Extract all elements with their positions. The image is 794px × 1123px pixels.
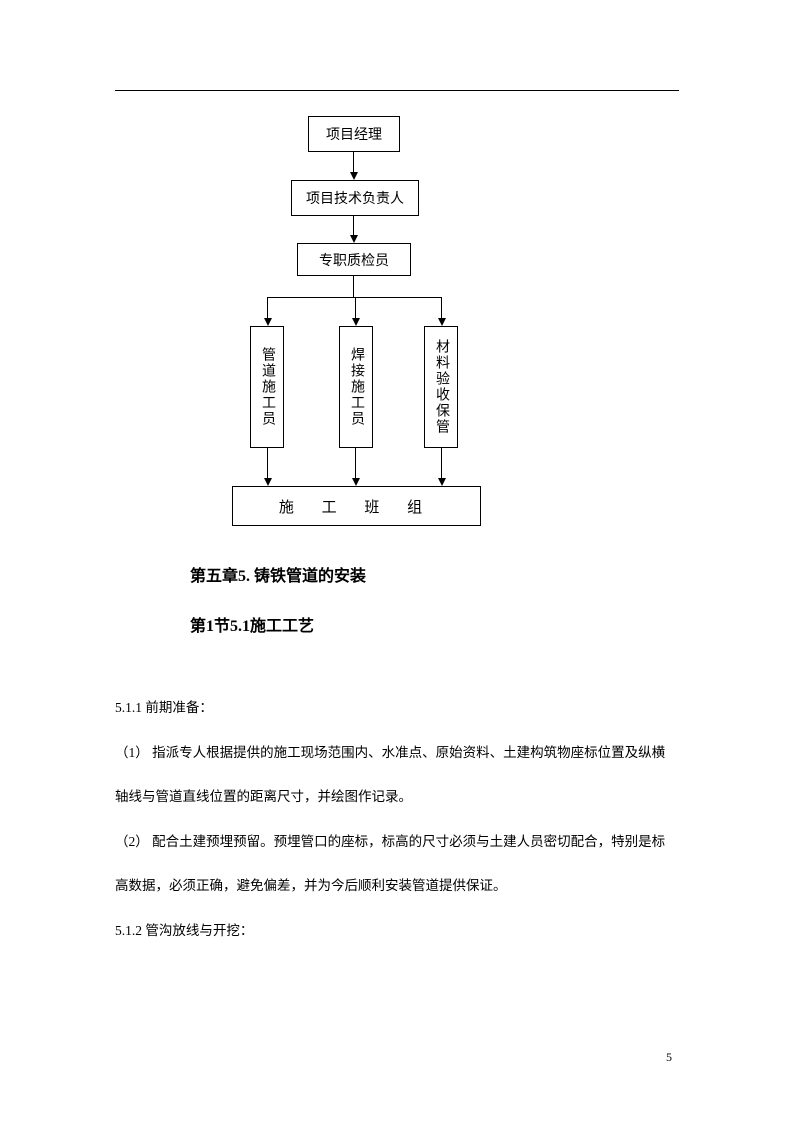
paragraph: （2） 配合土建预埋预留。预埋管口的座标，标高的尺寸必须与土建人员密切配合，特别…: [115, 820, 679, 865]
node-label: 项目经理: [326, 124, 382, 144]
paragraph: （1） 指派专人根据提供的施工现场范围内、水准点、原始资料、土建构筑物座标位置及…: [115, 731, 679, 776]
arrow-head: [350, 235, 358, 243]
node-label: 材料验收保管: [431, 339, 451, 435]
top-rule: [115, 90, 679, 91]
node-label: 焊接施工员: [346, 347, 366, 427]
chapter-heading: 第五章5. 铸铁管道的安装: [190, 562, 679, 586]
section-heading: 第1节5.1施工工艺: [190, 612, 679, 636]
arrow-line: [267, 297, 268, 319]
node-label: 管道施工员: [257, 347, 277, 427]
node-pipe-worker: 管道施工员: [250, 326, 284, 448]
arrow-line: [355, 448, 356, 479]
node-construction-team: 施 工 班 组: [232, 486, 481, 526]
arrow-line: [353, 152, 354, 173]
node-label: 专职质检员: [319, 250, 389, 270]
arrow-head: [350, 172, 358, 180]
node-quality-inspector: 专职质检员: [297, 243, 411, 276]
flowchart: 项目经理 项目技术负责人 专职质检员 管道施工员 焊接: [190, 116, 679, 528]
arrow-line: [353, 276, 354, 297]
arrow-line: [441, 297, 442, 319]
arrow-line: [353, 216, 354, 236]
paragraph: 高数据，必须正确，避免偏差，并为今后顺利安装管道提供保证。: [115, 864, 679, 909]
node-tech-lead: 项目技术负责人: [291, 180, 419, 216]
node-weld-worker: 焊接施工员: [339, 326, 373, 448]
arrow-head: [264, 478, 272, 486]
paragraph: 5.1.1 前期准备：: [115, 686, 679, 731]
arrow-head: [352, 318, 360, 326]
body-text: 5.1.1 前期准备： （1） 指派专人根据提供的施工现场范围内、水准点、原始资…: [115, 686, 679, 953]
arrow-line: [441, 448, 442, 479]
arrow-head: [352, 478, 360, 486]
arrow-head: [438, 478, 446, 486]
arrow-line: [355, 297, 356, 319]
node-label: 项目技术负责人: [306, 188, 404, 208]
page-number: 5: [666, 1050, 672, 1065]
headings: 第五章5. 铸铁管道的安装 第1节5.1施工工艺: [190, 562, 679, 636]
paragraph: 5.1.2 管沟放线与开挖：: [115, 909, 679, 954]
node-project-manager: 项目经理: [308, 116, 400, 152]
node-material-keeper: 材料验收保管: [424, 326, 458, 448]
arrow-head: [438, 318, 446, 326]
node-label: 施 工 班 组: [279, 496, 434, 517]
arrow-line: [267, 448, 268, 479]
arrow-head: [264, 318, 272, 326]
paragraph: 轴线与管道直线位置的距离尺寸，并绘图作记录。: [115, 775, 679, 820]
